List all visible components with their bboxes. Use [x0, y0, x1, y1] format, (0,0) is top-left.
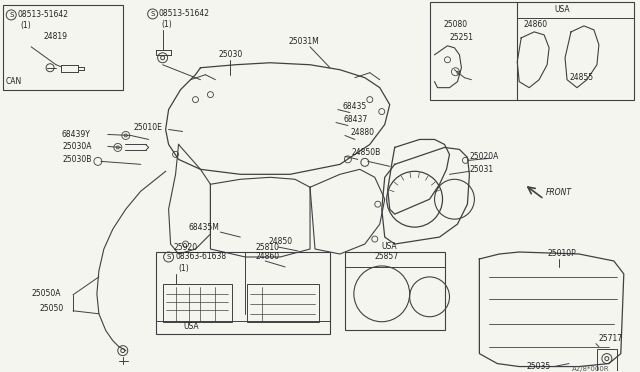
Text: 25010E: 25010E: [134, 123, 163, 132]
Text: 68435: 68435: [343, 102, 367, 111]
Text: S: S: [9, 12, 13, 18]
Text: 24860: 24860: [523, 20, 547, 29]
Bar: [3, 5, 123, 90]
Text: 25717: 25717: [599, 334, 623, 343]
Text: S: S: [166, 254, 171, 260]
Text: 24860: 24860: [255, 253, 280, 262]
Bar: [163, 284, 232, 322]
Bar: [156, 252, 330, 334]
Text: 68435M: 68435M: [189, 222, 220, 232]
Text: 68437: 68437: [344, 115, 368, 124]
Text: 25050A: 25050A: [31, 289, 61, 298]
Text: 25031: 25031: [469, 165, 493, 174]
Text: 24850B: 24850B: [352, 148, 381, 157]
Text: USA: USA: [184, 322, 199, 331]
Text: 68439Y: 68439Y: [61, 130, 90, 139]
Text: 25810: 25810: [255, 243, 279, 251]
Text: 25030B: 25030B: [62, 155, 92, 164]
Text: 25251: 25251: [449, 33, 474, 42]
Text: 25050: 25050: [39, 304, 63, 313]
Text: 24819: 24819: [43, 32, 67, 41]
Text: 25010P: 25010P: [547, 250, 576, 259]
Text: (1): (1): [162, 20, 172, 29]
Text: 25035: 25035: [526, 362, 550, 371]
Text: USA: USA: [381, 241, 397, 250]
Text: 24880: 24880: [351, 128, 375, 137]
Bar: [345, 252, 445, 330]
Text: 25857: 25857: [375, 253, 399, 262]
Text: S: S: [150, 11, 155, 17]
Text: CAN: CAN: [5, 77, 22, 86]
Text: 25031M: 25031M: [288, 37, 319, 46]
Text: 25920: 25920: [173, 243, 198, 251]
Text: 25020A: 25020A: [469, 152, 499, 161]
Text: 25030: 25030: [218, 50, 243, 59]
Text: USA: USA: [554, 6, 570, 15]
Text: 24855: 24855: [569, 73, 593, 82]
Text: (1): (1): [20, 22, 31, 31]
Bar: [429, 2, 634, 100]
Text: FRONT: FRONT: [546, 188, 572, 197]
Text: A2/8*000R: A2/8*000R: [572, 366, 610, 372]
Bar: [247, 284, 319, 322]
Text: 25080: 25080: [444, 20, 468, 29]
Text: 08363-61638: 08363-61638: [175, 253, 227, 262]
Text: 08513-51642: 08513-51642: [17, 10, 68, 19]
Text: 25030A: 25030A: [62, 142, 92, 151]
Text: 08513-51642: 08513-51642: [159, 9, 210, 19]
Bar: [597, 349, 617, 371]
Text: (1): (1): [179, 264, 189, 273]
Text: 24850: 24850: [268, 237, 292, 246]
